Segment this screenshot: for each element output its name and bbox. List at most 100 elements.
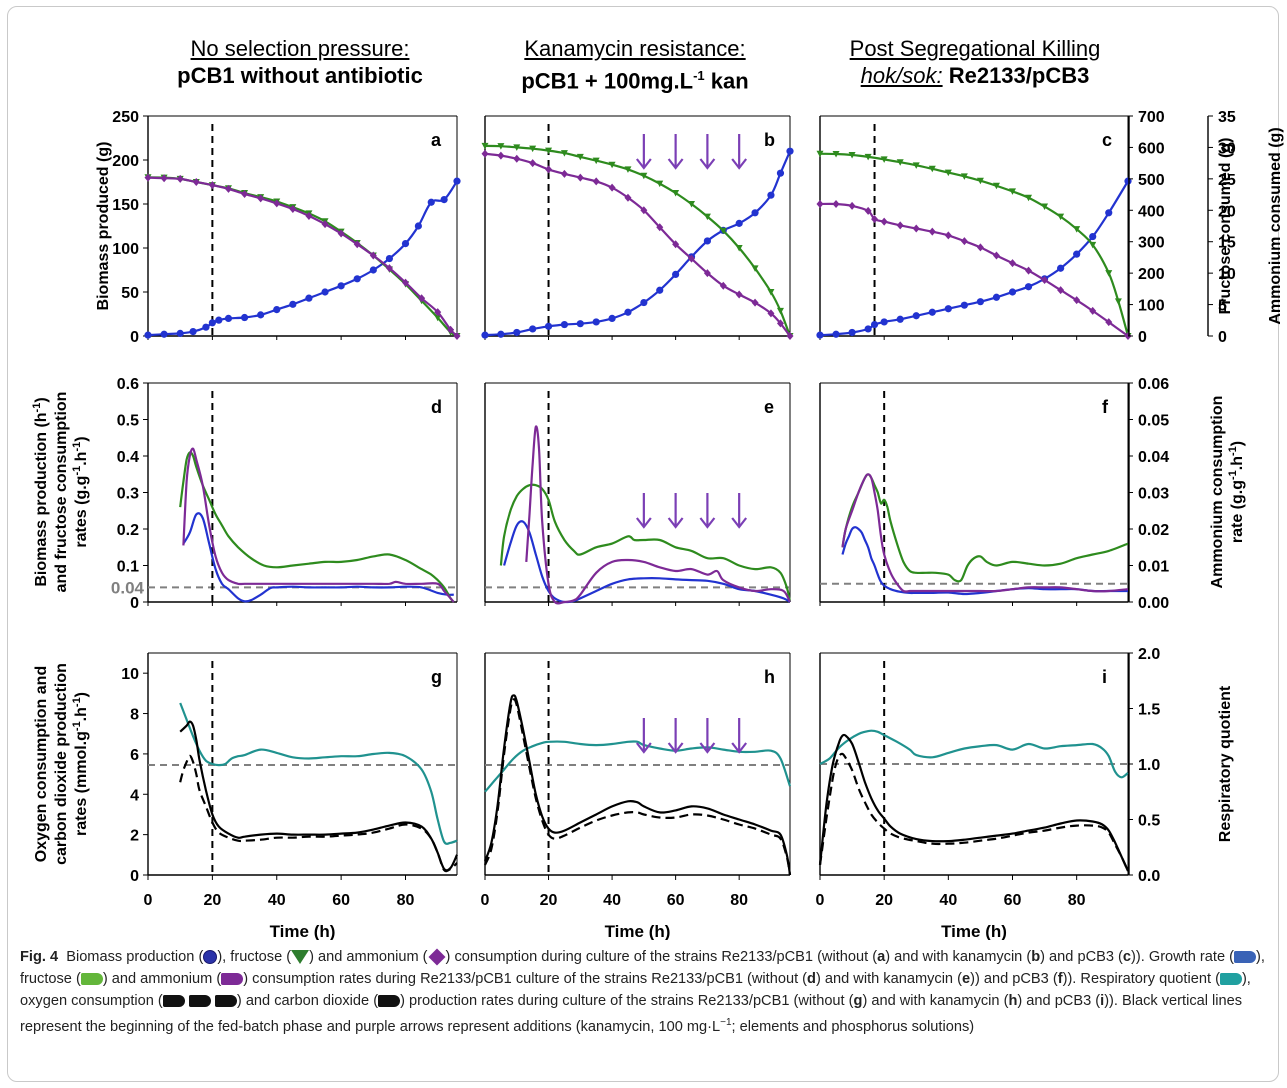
- biomass-point: [1089, 232, 1097, 241]
- ammonium-point: [912, 224, 920, 233]
- ammonium-point: [192, 178, 200, 186]
- fructose-point: [576, 153, 584, 161]
- y-tick-label: 6: [130, 747, 139, 764]
- biomass-point: [289, 300, 297, 308]
- ammonium-point: [1073, 296, 1081, 305]
- y-tick-label: 50: [121, 285, 139, 302]
- fructose-axis-title: Fructose consumed (g): [1217, 138, 1234, 315]
- y-tick-label: 4: [130, 787, 139, 804]
- ammonium-point: [241, 189, 249, 198]
- ammonium-point: [816, 200, 824, 208]
- addition-arrow-head-icon: [699, 742, 716, 754]
- ammonium-point: [513, 154, 521, 163]
- ammonium-point: [880, 217, 888, 226]
- x-tick-label: 20: [203, 892, 221, 909]
- rq-swatch-icon: [1219, 973, 1242, 986]
- fructose-point: [1073, 226, 1081, 233]
- x-tick-label: 60: [332, 892, 350, 909]
- ammonium-point: [447, 325, 455, 334]
- fructose-point: [928, 165, 936, 173]
- biomass-point: [751, 209, 759, 217]
- panel-letter: e: [764, 397, 774, 417]
- biomass-point: [176, 329, 184, 337]
- ammonium-point: [208, 181, 216, 190]
- addition-arrow-head-icon: [699, 158, 716, 170]
- biomass-point: [816, 331, 824, 339]
- ammonium-point: [944, 231, 952, 240]
- panel-letter: h: [764, 667, 775, 687]
- series-rq-line: [179, 702, 458, 845]
- addition-arrow-head-icon: [667, 158, 684, 170]
- fructose-point: [592, 157, 600, 165]
- fructose-point: [560, 150, 568, 157]
- ammonium-point: [160, 174, 168, 183]
- y-tick-label: 0.4: [117, 449, 139, 466]
- fructose-point: [776, 307, 784, 315]
- addition-arrow-head-icon: [731, 517, 748, 529]
- fructose-point: [1105, 270, 1113, 277]
- series-ammonium-line: [182, 447, 455, 603]
- biomass-point: [1008, 288, 1017, 296]
- ammonium-point: [560, 169, 568, 178]
- y-tick-label: 0.1: [117, 559, 139, 576]
- y-tick-label: 250: [112, 109, 139, 126]
- biomass-point: [369, 266, 377, 274]
- ammonium-rate-tick-label: 0.04: [1138, 449, 1169, 466]
- ammonium-point: [735, 290, 743, 299]
- biomass-point: [624, 308, 632, 316]
- fructose-point: [880, 156, 888, 163]
- addition-arrow-head-icon: [731, 742, 748, 754]
- ammonium-point: [871, 215, 879, 224]
- ammonium-rate-axis-title: Ammonium consumption rate (g.g-1.h-1): [1209, 396, 1246, 589]
- x-tick-label: 40: [603, 892, 621, 909]
- biomass-point: [497, 330, 505, 338]
- biomass-point: [1073, 250, 1081, 258]
- biomass-point: [240, 313, 249, 322]
- ammonium-point: [688, 254, 696, 263]
- biomass-point: [880, 318, 888, 326]
- fructose-point: [640, 172, 648, 180]
- series-fructose-line: [841, 473, 1129, 583]
- ammonium-point: [592, 177, 600, 186]
- fructose-point: [767, 289, 775, 296]
- ammonium-point: [960, 237, 968, 246]
- series-co2-line: [818, 752, 1130, 872]
- biomass-point: [208, 319, 216, 327]
- panel-b: [481, 115, 794, 340]
- fructose-point: [688, 201, 696, 208]
- fructose-point: [1009, 188, 1016, 195]
- ammonium-rate-tick-label: 0.03: [1138, 486, 1169, 503]
- fructose-point: [832, 151, 840, 158]
- column-header-2: Kanamycin resistance: pCB1 + 100mg.L-1 k…: [521, 36, 749, 94]
- ammonium-point: [529, 159, 537, 168]
- biomass-point: [337, 282, 345, 290]
- biomass-point: [944, 305, 952, 313]
- rate-axis-title: Biomass production (h-1) and fructose con…: [31, 392, 90, 593]
- fructose-tick-label: 500: [1138, 172, 1165, 189]
- ammonium-tick-label: 0: [1218, 329, 1227, 346]
- addition-arrow-head-icon: [699, 517, 716, 529]
- fructose-point: [816, 150, 824, 158]
- panel-letter: g: [431, 667, 442, 687]
- panel-g: [143, 652, 458, 880]
- ammonium-point: [453, 332, 461, 340]
- biomass-point: [440, 196, 448, 204]
- ammonium-point: [576, 173, 584, 182]
- o2-swatch-icon-1: [162, 995, 185, 1008]
- x-tick-label: 60: [667, 892, 685, 909]
- panel-i: [818, 652, 1133, 880]
- y-tick-label: 0.2: [117, 522, 139, 539]
- ammonium-point: [656, 223, 664, 232]
- rq-tick-label: 0.0: [1138, 868, 1160, 885]
- ammonium-point: [353, 240, 361, 249]
- ammonium-tick-label: 10: [1218, 266, 1236, 283]
- biomass-point: [215, 316, 223, 324]
- figure-number: Fig. 4: [20, 949, 59, 965]
- addition-arrow-head-icon: [635, 517, 652, 529]
- y-tick-label: 0.5: [117, 413, 139, 430]
- series-ammonium-line: [525, 425, 791, 605]
- biomass-point: [656, 286, 664, 294]
- ammonium-rate-tick-label: 0.06: [1138, 376, 1169, 393]
- biomass-point: [544, 322, 553, 330]
- biomass-point: [848, 328, 856, 337]
